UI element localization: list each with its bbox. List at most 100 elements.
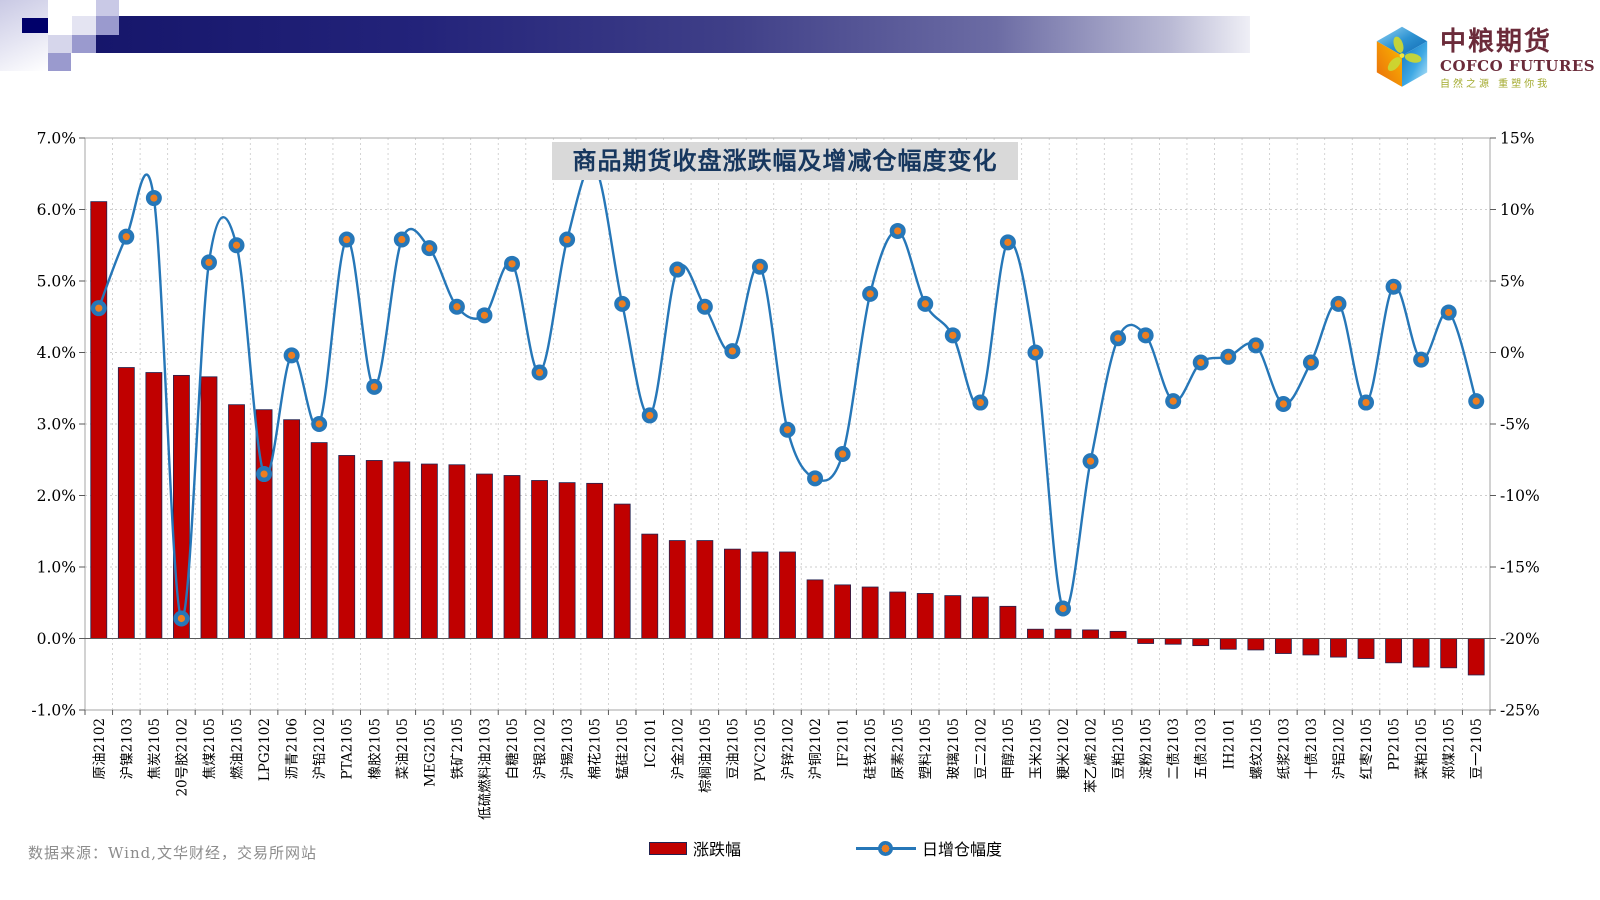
bar bbox=[1219, 638, 1237, 650]
left-axis-tick-label: 5.0% bbox=[37, 273, 76, 291]
cofco-cube-icon bbox=[1376, 26, 1428, 87]
line-marker-core bbox=[370, 383, 378, 391]
category-label: 十债2103 bbox=[1304, 718, 1320, 779]
chart-legend: 涨跌幅 日增仓幅度 bbox=[0, 836, 1600, 864]
bar bbox=[1357, 638, 1375, 659]
category-label: PTA2105 bbox=[340, 718, 356, 779]
line-marker-core bbox=[480, 311, 489, 319]
line-marker-core bbox=[1252, 341, 1260, 349]
header-mosaic-square bbox=[96, 0, 119, 16]
left-axis-tick-label: 7.0% bbox=[37, 130, 76, 148]
bar bbox=[365, 460, 383, 639]
bar bbox=[117, 367, 135, 639]
line-marker-core bbox=[150, 194, 158, 202]
bar bbox=[90, 201, 108, 639]
line-marker-core bbox=[1362, 398, 1370, 407]
bar bbox=[310, 442, 328, 639]
line-marker-core bbox=[618, 300, 626, 308]
line-marker-core bbox=[866, 290, 874, 298]
bar bbox=[1467, 638, 1485, 676]
bar bbox=[558, 482, 576, 639]
line-marker-core bbox=[728, 347, 737, 355]
bar bbox=[1082, 629, 1099, 639]
source-note: 数据来源：Wind,文华财经，交易所网站 bbox=[28, 844, 317, 862]
bar bbox=[696, 540, 714, 639]
category-label: PP2105 bbox=[1387, 718, 1403, 771]
left-axis-tick-label: 0.0% bbox=[37, 630, 76, 648]
header-mosaic-square bbox=[48, 53, 71, 71]
right-axis-tick-label: 15% bbox=[1500, 130, 1534, 148]
header-mosaic-square bbox=[96, 16, 119, 35]
line-marker-core bbox=[811, 474, 819, 482]
line-marker-core bbox=[95, 304, 103, 312]
bar bbox=[641, 533, 659, 639]
right-axis-tick-label: -20% bbox=[1500, 630, 1540, 648]
bar bbox=[999, 605, 1017, 639]
right-axis-tick-label: 10% bbox=[1500, 201, 1534, 219]
line-marker-core bbox=[425, 244, 433, 252]
left-axis-tick-label: 6.0% bbox=[37, 201, 76, 219]
line-marker-core bbox=[1334, 300, 1343, 308]
category-label: 豆粕2105 bbox=[1111, 718, 1127, 779]
bar bbox=[1412, 638, 1430, 668]
category-label: IH2101 bbox=[1221, 718, 1237, 769]
line-marker-core bbox=[453, 303, 461, 311]
category-label: 玻璃2105 bbox=[945, 718, 962, 779]
legend-bar-swatch bbox=[649, 841, 687, 855]
left-axis-tick-label: 3.0% bbox=[37, 416, 76, 434]
line-marker-core bbox=[976, 398, 984, 407]
brand-logo: 中粮期货 COFCO FUTURES 自然之源 重塑你我 bbox=[1338, 16, 1600, 108]
category-label: 沪铜2102 bbox=[808, 718, 824, 779]
line-marker-core bbox=[949, 331, 957, 339]
bar bbox=[1330, 638, 1347, 658]
bar bbox=[751, 551, 769, 639]
bar bbox=[971, 596, 989, 639]
bar bbox=[1027, 628, 1044, 639]
line-marker-core bbox=[1417, 356, 1425, 364]
line-series bbox=[90, 158, 1485, 627]
line-marker-core bbox=[783, 426, 792, 434]
bar bbox=[283, 419, 301, 639]
bar bbox=[228, 404, 245, 639]
category-label: 20号胶2102 bbox=[173, 718, 190, 797]
bar bbox=[1164, 638, 1182, 645]
category-label: 原油2102 bbox=[92, 718, 108, 779]
category-label: 棉花2105 bbox=[588, 718, 604, 779]
category-label: 沪镍2103 bbox=[119, 718, 135, 779]
line-marker-core bbox=[838, 450, 847, 458]
bar bbox=[503, 475, 521, 639]
line-marker-core bbox=[756, 263, 764, 271]
bar bbox=[586, 482, 604, 639]
category-label: IC2101 bbox=[643, 718, 659, 768]
line-marker-core bbox=[646, 411, 654, 420]
category-label: 铁矿2105 bbox=[450, 718, 466, 779]
right-axis-tick-label: -10% bbox=[1500, 487, 1540, 505]
bar bbox=[1192, 638, 1210, 647]
line-marker-core bbox=[508, 260, 516, 268]
line-marker-core bbox=[343, 235, 351, 244]
brand-tagline: 自然之源 重塑你我 bbox=[1440, 79, 1551, 90]
category-label: 沪铅2102 bbox=[312, 718, 328, 779]
line-marker-core bbox=[177, 614, 186, 623]
header-decoration bbox=[0, 0, 1600, 110]
category-label: 郑煤2105 bbox=[1442, 718, 1458, 779]
line-marker-core bbox=[535, 368, 544, 377]
line-marker-core bbox=[921, 300, 929, 308]
header-mosaic-square bbox=[72, 16, 96, 35]
bar bbox=[668, 540, 686, 639]
line-marker-core bbox=[1142, 331, 1150, 339]
bar bbox=[476, 473, 493, 639]
category-label: 豆二2102 bbox=[973, 718, 989, 779]
line-marker-core bbox=[894, 227, 902, 235]
line-marker-core bbox=[260, 470, 268, 478]
right-axis-labels: 15% 10% 5% 0% -5% -10% -15% -20% -25% bbox=[1500, 130, 1540, 720]
line-marker-core bbox=[1197, 358, 1205, 367]
line-marker-core bbox=[398, 235, 406, 244]
right-axis-tick-label: -15% bbox=[1500, 559, 1540, 577]
category-label: 苯乙烯2102 bbox=[1084, 718, 1100, 793]
bar-series bbox=[90, 201, 1485, 676]
category-label: 五债2103 bbox=[1194, 718, 1210, 779]
category-label: 白糖2105 bbox=[505, 718, 521, 779]
